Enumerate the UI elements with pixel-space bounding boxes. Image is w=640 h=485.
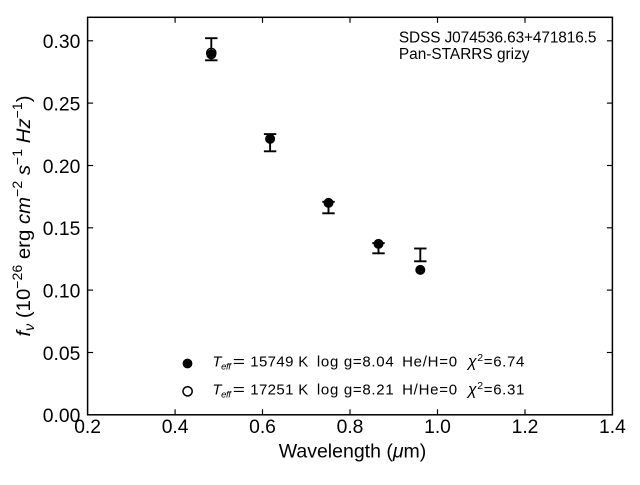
- svg-text:χ2=6.74: χ2=6.74: [466, 352, 525, 371]
- svg-text:Teff=: Teff =: [212, 354, 245, 373]
- svg-text:0.10: 0.10: [43, 282, 81, 303]
- svg-text:0.20: 0.20: [43, 157, 81, 178]
- svg-text:H/He=0: H/He=0: [402, 381, 458, 398]
- svg-text:Pan-STARRS grizy: Pan-STARRS grizy: [399, 46, 530, 63]
- svg-text:0.2: 0.2: [74, 417, 101, 438]
- svg-text:Wavelength (μm): Wavelength (μm): [279, 441, 427, 463]
- svg-text:0.25: 0.25: [43, 95, 81, 116]
- svg-text:1.4: 1.4: [599, 417, 626, 438]
- svg-text:0.05: 0.05: [43, 344, 81, 365]
- svg-text:0.15: 0.15: [43, 219, 81, 240]
- svg-text:χ2=6.31: χ2=6.31: [466, 380, 525, 399]
- svg-text:He/H=0: He/H=0: [402, 354, 458, 371]
- svg-text:SDSS J074536.63+471816.5: SDSS J074536.63+471816.5: [399, 29, 596, 46]
- svg-text:fν (10−26 erg cm−2 s−1 Hz−1): fν (10−26 erg cm−2 s−1 Hz−1): [10, 95, 37, 336]
- svg-text:0.4: 0.4: [162, 417, 189, 438]
- svg-text:log g=8.21: log g=8.21: [317, 381, 394, 398]
- svg-text:0.00: 0.00: [43, 406, 81, 427]
- svg-text:Teff=: Teff =: [212, 381, 245, 400]
- svg-text:17251 K: 17251 K: [250, 381, 308, 398]
- svg-text:0.30: 0.30: [43, 32, 81, 53]
- svg-text:log g=8.04: log g=8.04: [317, 354, 394, 371]
- svg-text:0.8: 0.8: [337, 417, 364, 438]
- svg-text:1.2: 1.2: [512, 417, 539, 438]
- svg-text:0.6: 0.6: [249, 417, 276, 438]
- svg-text:1.0: 1.0: [424, 417, 451, 438]
- svg-text:15749 K: 15749 K: [250, 354, 308, 371]
